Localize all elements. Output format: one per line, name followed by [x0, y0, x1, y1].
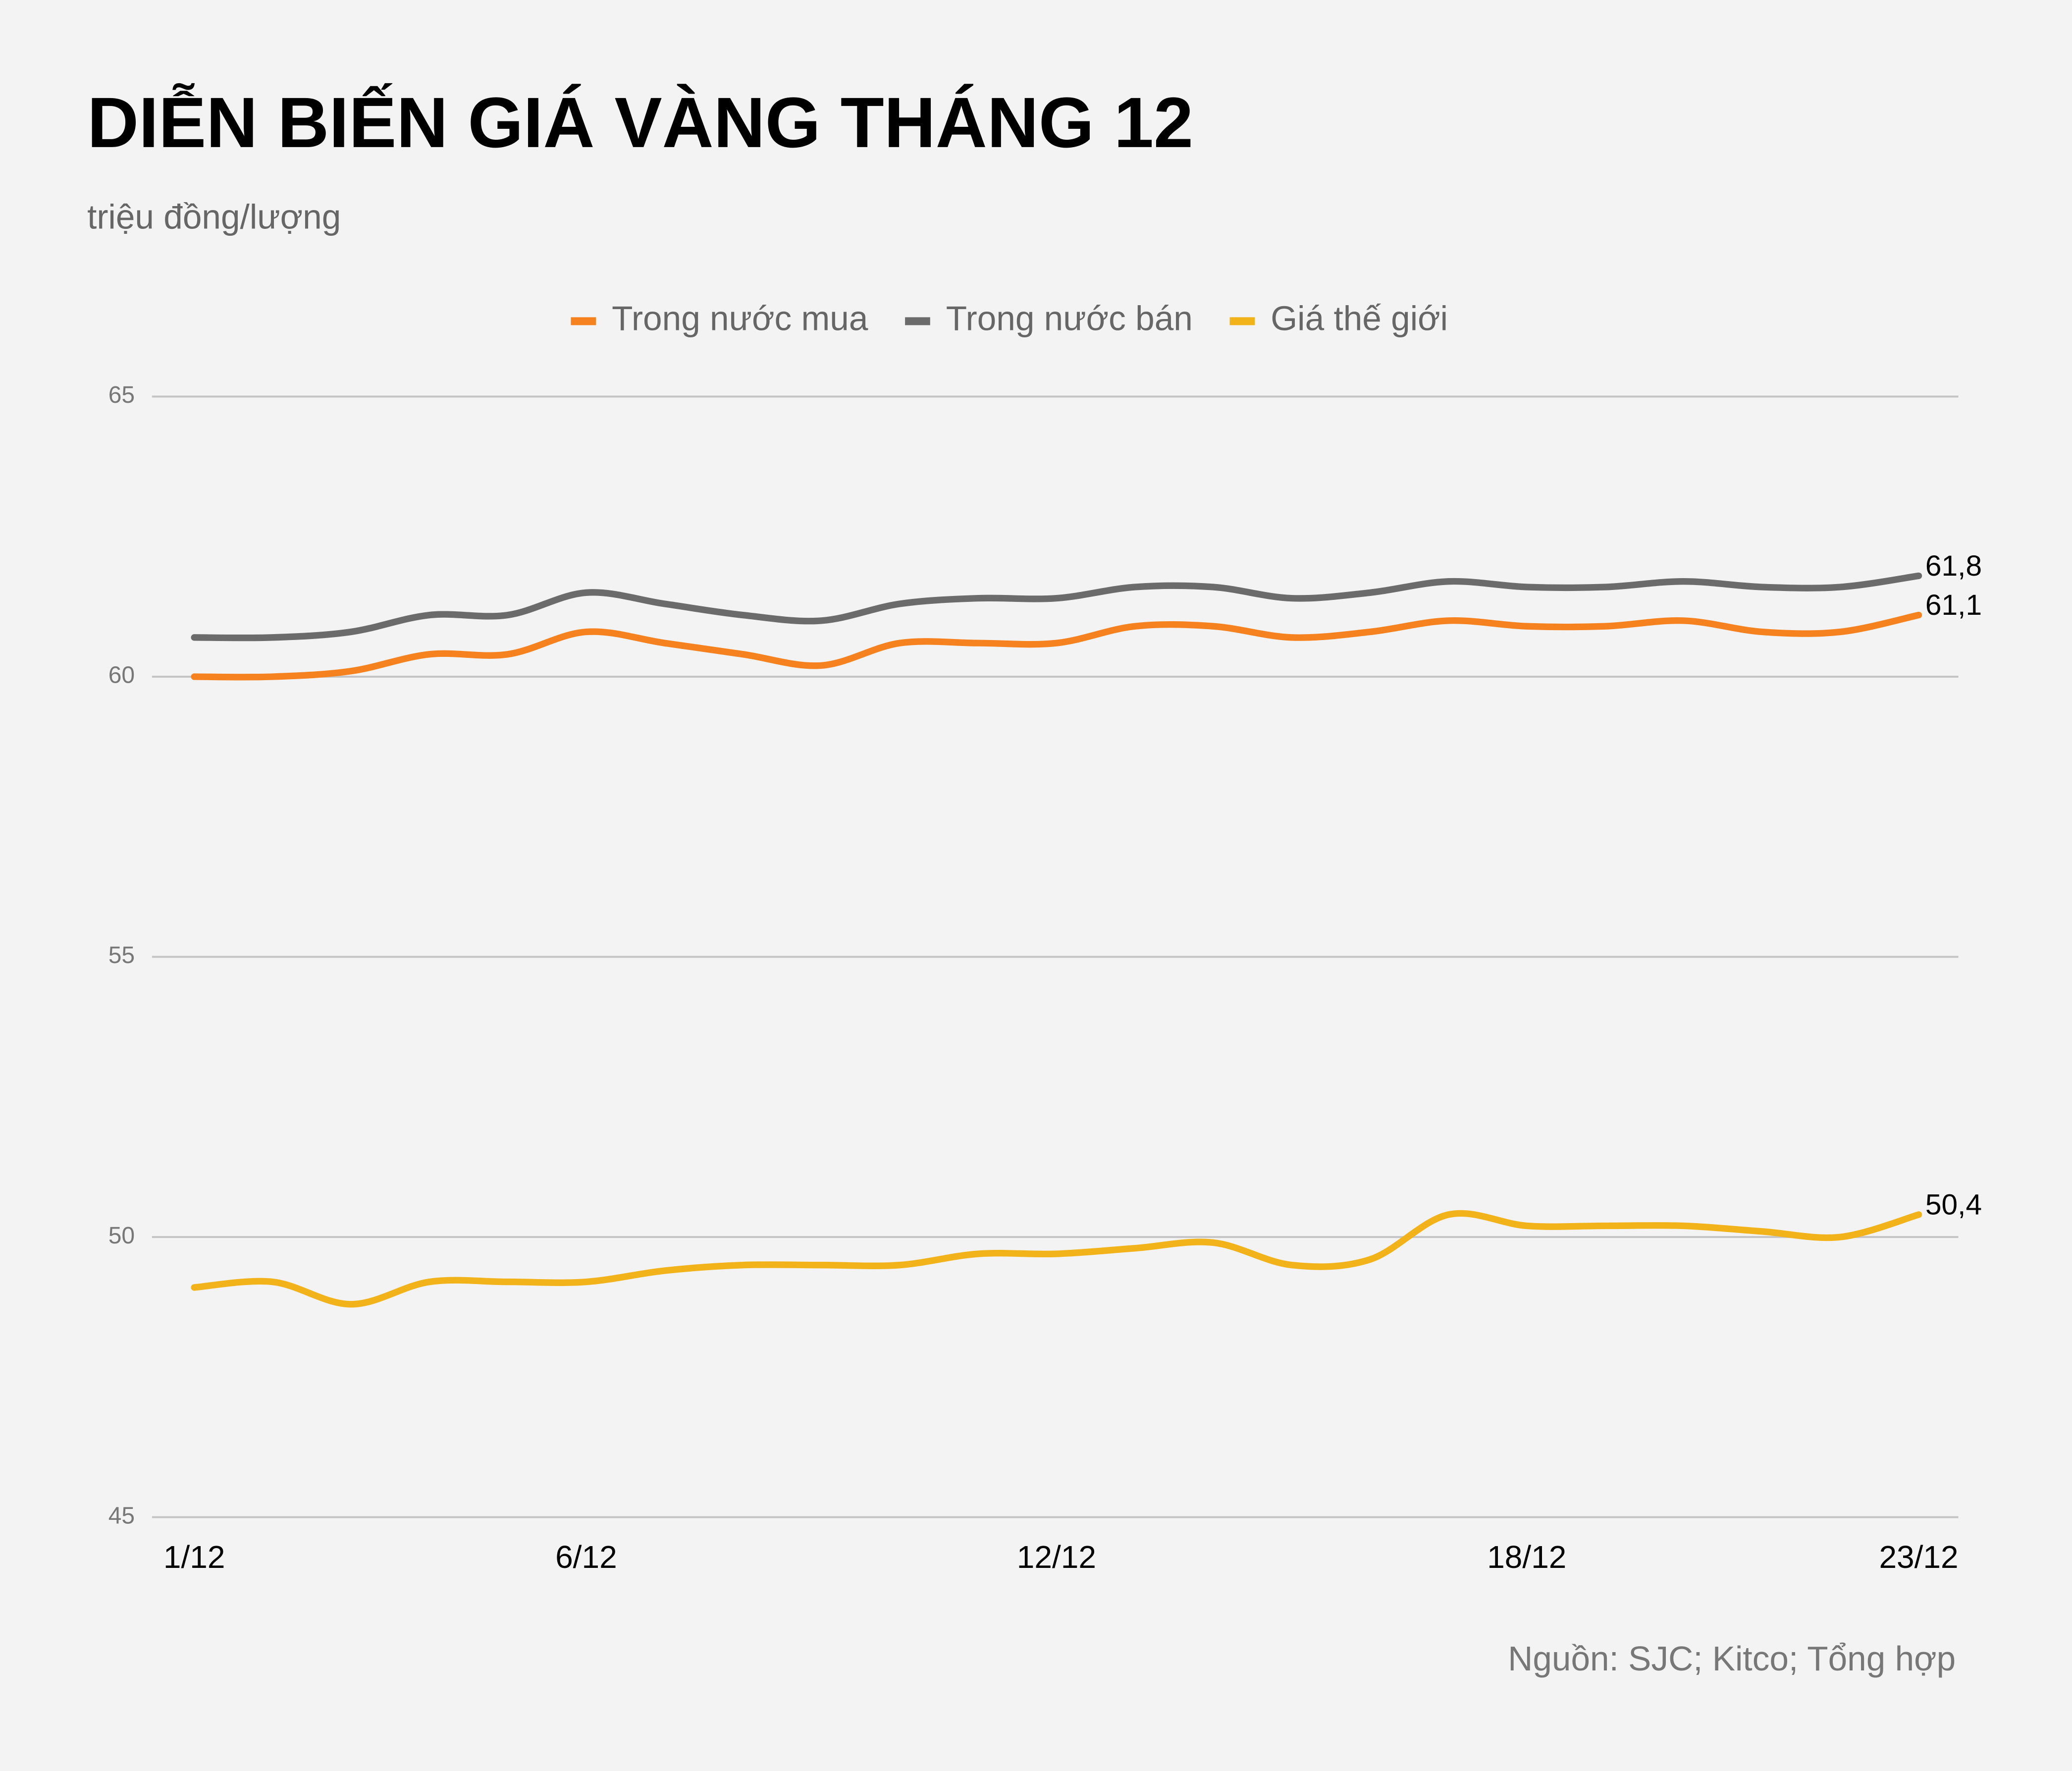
x-tick-label: 6/12	[555, 1539, 617, 1575]
data-label: 50,4	[1925, 1188, 1982, 1221]
chart-subtitle: triệu đồng/lượng	[87, 197, 341, 236]
series-line	[191, 572, 1922, 642]
x-tick-label: 18/12	[1487, 1539, 1566, 1575]
x-tick-label: 23/12	[1879, 1539, 1958, 1575]
y-tick-label: 65	[108, 382, 135, 408]
legend-swatch	[1229, 317, 1255, 325]
y-tick-label: 60	[108, 662, 135, 689]
legend-label: Giá thế giới	[1271, 299, 1448, 338]
y-tick-label: 55	[108, 942, 135, 968]
x-tick-label: 12/12	[1017, 1539, 1096, 1575]
y-tick-label: 50	[108, 1223, 135, 1249]
legend-swatch	[905, 317, 930, 325]
source-note: Nguồn: SJC; Kitco; Tổng hợp	[1508, 1639, 1956, 1678]
series-line	[191, 1210, 1922, 1308]
legend-swatch	[571, 317, 596, 325]
x-tick-label: 1/12	[163, 1539, 225, 1575]
legend-label: Trong nước bán	[946, 299, 1193, 338]
series-line	[191, 611, 1922, 681]
data-label: 61,1	[1925, 589, 1982, 621]
chart-title: DIỄN BIẾN GIÁ VÀNG THÁNG 12	[87, 83, 1193, 162]
legend-label: Trong nước mua	[612, 299, 868, 338]
data-label: 61,8	[1925, 550, 1982, 582]
y-tick-label: 45	[108, 1503, 135, 1529]
